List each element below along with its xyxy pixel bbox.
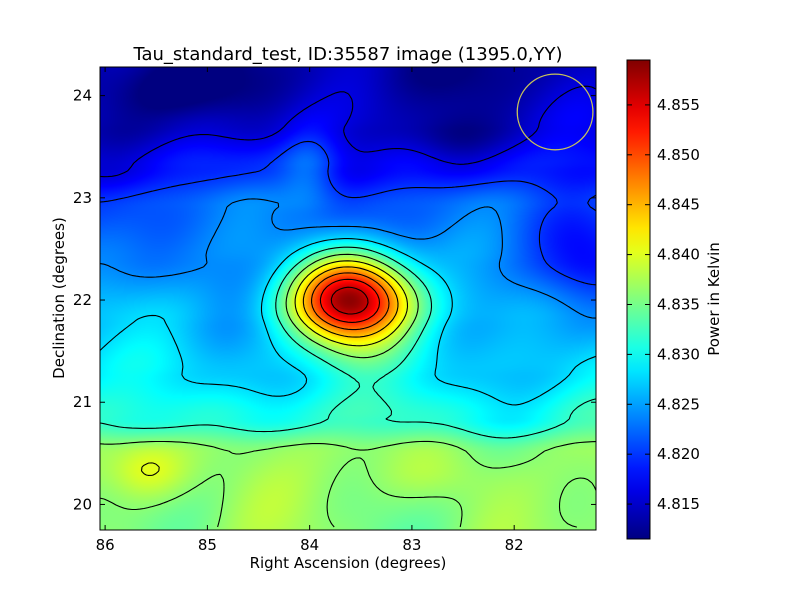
y-tick-label: 22 xyxy=(73,291,92,309)
x-tick-label: 82 xyxy=(505,536,524,554)
colorbar-ticks: 4.815 4.820 4.825 4.830 4.835 4.840 4.845 4.850… xyxy=(627,96,700,513)
colorbar-tick-label: 4.815 xyxy=(657,495,700,513)
colorbar-tick-label: 4.830 xyxy=(657,345,700,363)
contour-line-5 xyxy=(100,253,596,528)
y-tick-label: 20 xyxy=(73,495,92,513)
plot-frame xyxy=(99,66,597,531)
colorbar-gradient xyxy=(627,60,650,539)
colorbar-tick-label: 4.825 xyxy=(657,395,700,413)
beam-circle xyxy=(516,73,594,151)
plot-area: 86 85 84 83 82 20 21 22 23 24 xyxy=(73,66,597,554)
x-tick-label: 86 xyxy=(96,536,115,554)
colorbar-tick-label: 4.835 xyxy=(657,295,700,313)
y-axis-ticks: 20 21 22 23 24 xyxy=(73,87,596,513)
colorbar-frame xyxy=(626,59,651,540)
colorbar-tick-label: 4.850 xyxy=(657,146,700,164)
colorbar-tick-label: 4.820 xyxy=(657,445,700,463)
colorbar-tick-label: 4.855 xyxy=(657,96,700,114)
colorbar-tick-label: 4.845 xyxy=(657,196,700,214)
colorbar-label: Power in Kelvin xyxy=(705,242,723,356)
contour-line-9 xyxy=(319,278,381,323)
x-tick-label: 83 xyxy=(402,536,421,554)
y-tick-label: 21 xyxy=(73,393,92,411)
contour-layer xyxy=(100,85,596,528)
contour-line-7 xyxy=(302,266,399,338)
contour-line-6 xyxy=(140,260,409,476)
contour-line-8 xyxy=(311,272,390,331)
y-tick-label: 24 xyxy=(73,87,92,105)
x-tick-label: 85 xyxy=(198,536,217,554)
contour-line-4 xyxy=(100,246,596,439)
y-axis-label: Declination (degrees) xyxy=(50,217,68,379)
heatmap-image xyxy=(100,67,596,530)
contour-line-2 xyxy=(100,198,596,319)
x-axis-ticks: 86 85 84 83 82 xyxy=(96,67,524,554)
colorbar: 4.815 4.820 4.825 4.830 4.835 4.840 4.845 4.850… xyxy=(626,59,723,540)
contour-line-10 xyxy=(330,286,369,315)
y-tick-label: 23 xyxy=(73,189,92,207)
x-tick-label: 84 xyxy=(300,536,319,554)
x-axis-label: Right Ascension (degrees) xyxy=(250,554,447,572)
chart-title: Tau_standard_test, ID:35587 image (1395.… xyxy=(132,44,562,65)
contour-line-3 xyxy=(100,238,596,406)
colorbar-tick-label: 4.840 xyxy=(657,246,700,264)
contour-line-0 xyxy=(100,85,596,178)
contour-line-1 xyxy=(100,140,596,286)
